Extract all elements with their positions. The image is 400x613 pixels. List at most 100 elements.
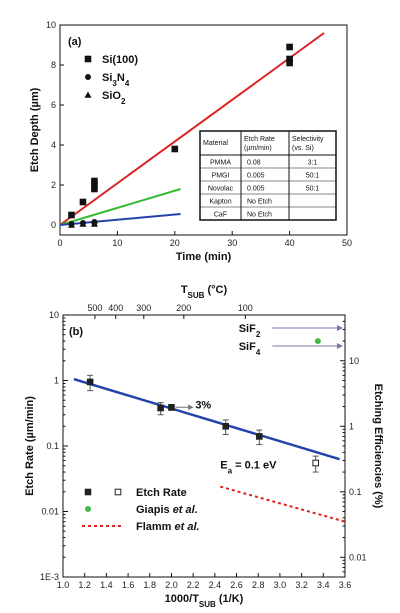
legend-label: Flamm et al. (136, 521, 200, 533)
three-percent-arrowhead (188, 404, 194, 411)
table-cell: 50:1 (306, 186, 320, 193)
x-tick-label: 40 (285, 238, 295, 248)
top-tick-label: 400 (108, 303, 123, 313)
fit-line (59, 188, 181, 226)
panel-a-y-axis-label: Etch Depth (µm) (29, 87, 41, 172)
data-point (171, 145, 179, 153)
activation-energy-label: Ea = 0.1 eV (220, 460, 277, 476)
y-tick-label: 0 (51, 220, 56, 230)
three-percent-label: 3% (195, 399, 211, 411)
panel-b-annotations: 3% Ea = 0.1 eV SiF2 SiF4 (175, 323, 343, 475)
y-tick-label: 4 (51, 140, 56, 150)
etch-rate-point (256, 433, 263, 440)
x-tick-label: 1.6 (122, 580, 135, 590)
x-tick-label: 3.6 (339, 580, 352, 590)
panel-a-x-axis-label: Time (min) (176, 251, 232, 263)
sif4-label: SiF4 (239, 341, 261, 357)
y2-tick-label: 0.01 (349, 552, 367, 562)
panel-b-axes: 1.0 1.2 1.4 1.6 1.8 2.0 2.2 2.4 2.6 2.8 3.0 3.2 3.4 3… (40, 303, 367, 590)
legend-marker-open (114, 488, 122, 496)
table-header: Selectivity (292, 136, 324, 143)
legend-label: SiO2 (102, 90, 126, 106)
fit-line (59, 32, 325, 226)
y-tick-label: 8 (51, 60, 56, 70)
panel-b-plot-frame (62, 314, 346, 578)
panel-a-plot-frame (59, 24, 348, 236)
table-cell: Kapton (209, 199, 231, 206)
panel-a-axes: 0 10 20 30 40 50 0 2 4 6 8 10 (46, 20, 352, 248)
y-tick-label: 1 (54, 376, 59, 386)
sif-arrowhead (337, 325, 343, 331)
data-point (79, 198, 87, 206)
x-tick-label: 2.0 (165, 580, 178, 590)
table-cell: PMGI (212, 173, 230, 180)
table-cell: 0.08 (247, 160, 261, 167)
table-cell: No Etch (247, 199, 272, 206)
etch-rate-point (312, 459, 320, 467)
legend-marker-giapis (85, 506, 91, 512)
x-tick-label: 3.2 (295, 580, 308, 590)
y-tick-label: 10 (46, 20, 56, 30)
panel-b-axis-titles: TSUB (°C) 1000/TSUB (1/K) Etch Rate (µm/mi… (24, 284, 384, 609)
x-tick-label: 10 (112, 238, 122, 248)
panel-b-lines (73, 377, 346, 523)
data-point (286, 43, 293, 51)
y-tick-label: 2 (51, 180, 56, 190)
etch-rate-point (168, 403, 175, 411)
x-tick-label: 0 (57, 238, 62, 248)
x-tick-label: 1.8 (144, 580, 157, 590)
table-cell: Novolac (208, 186, 234, 193)
giapis-point (314, 338, 321, 345)
legend-marker (84, 55, 92, 63)
legend-marker (85, 74, 91, 80)
data-point (68, 211, 75, 219)
table-cell: 0.005 (247, 173, 265, 180)
y-tick-label: 10 (49, 310, 59, 320)
panel-b: 1.0 1.2 1.4 1.6 1.8 2.0 2.2 2.4 2.6 2.8 3.0 3.2 3.4 3… (24, 284, 384, 609)
top-tick-label: 100 (238, 303, 253, 313)
y2-tick-label: 10 (349, 356, 359, 366)
legend-label: Giapis et al. (136, 504, 198, 516)
panel-b-data-points (86, 338, 321, 473)
panel-a: 0 10 20 30 40 50 0 2 4 6 8 10 (a) Time (min) Etch D… (29, 20, 352, 263)
panel-b-top-x-axis-label: TSUB (°C) (181, 284, 228, 300)
panel-b-legend: Etch Rate Giapis et al. Flamm et al. (82, 487, 200, 533)
table-cell: PMMA (210, 160, 231, 167)
x-tick-label: 3.0 (274, 580, 287, 590)
top-tick-label: 300 (136, 303, 151, 313)
table-cell: 3:1 (308, 160, 318, 167)
legend-label: Si3N4 (102, 72, 130, 88)
panel-b-y2-axis-label: Etching Efficiencies (%) (372, 384, 384, 509)
legend-marker (84, 91, 92, 98)
table-header: (µm/min) (244, 145, 272, 152)
y-tick-label: 1E-3 (40, 572, 59, 582)
y2-tick-label: 1 (349, 421, 354, 431)
legend-label: Etch Rate (136, 487, 187, 499)
y-tick-label: 0.01 (41, 507, 59, 517)
sif-arrowhead (337, 343, 343, 349)
top-tick-label: 200 (176, 303, 191, 313)
top-tick-label: 500 (87, 303, 102, 313)
x-tick-label: 2.2 (187, 580, 200, 590)
x-tick-label: 1.4 (100, 580, 113, 590)
panel-b-x-axis-label: 1000/TSUB (1/K) (165, 593, 244, 609)
data-point (67, 221, 75, 228)
x-tick-label: 1.2 (78, 580, 91, 590)
y2-tick-label: 0.1 (349, 487, 362, 497)
data-point (90, 220, 98, 227)
legend-marker-filled (84, 488, 92, 496)
x-tick-label: 50 (342, 238, 352, 248)
table-cell: 50:1 (306, 173, 320, 180)
table-frame (199, 130, 337, 221)
panel-a-table: Material Etch Rate (µm/min) Selectivity (vs.… (199, 130, 337, 221)
arrhenius-fit-line (73, 377, 340, 461)
data-point (79, 220, 87, 227)
data-point (91, 185, 98, 193)
data-point (91, 177, 98, 185)
panel-b-label: (b) (69, 326, 83, 338)
table-header: Etch Rate (244, 136, 275, 143)
legend-label: Si(100) (102, 54, 138, 66)
panel-a-label: (a) (68, 36, 82, 48)
x-tick-label: 30 (227, 238, 237, 248)
